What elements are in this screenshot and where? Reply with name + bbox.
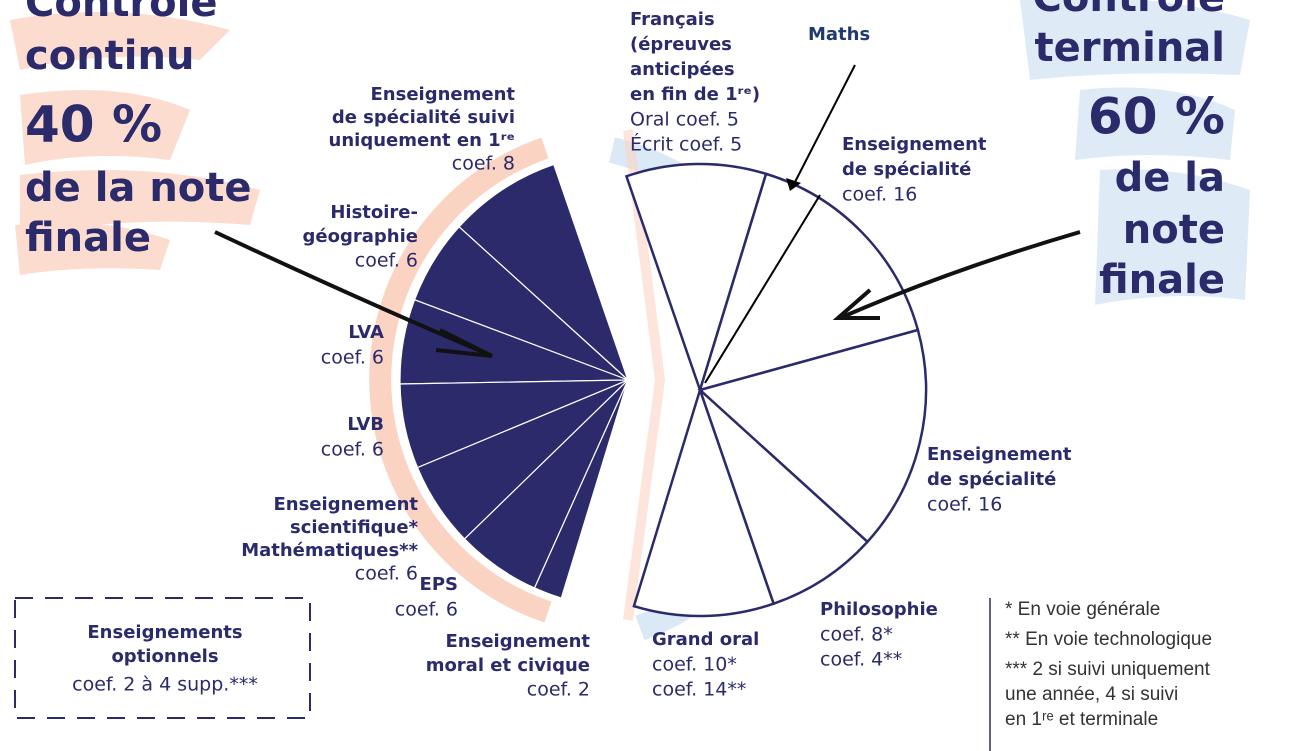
coef-label: coef. 6	[395, 599, 458, 621]
coef-label: coef. 16	[927, 494, 1002, 516]
coef-label: coef. 6	[355, 563, 418, 585]
slice-name: Enseignement	[842, 134, 987, 155]
slice-name: Mathématiques**	[241, 540, 418, 561]
footnote: en 1ʳᵉ et terminale	[1005, 709, 1158, 730]
slice-name: Enseignement	[371, 84, 516, 105]
slice-name: Enseignement	[274, 494, 419, 515]
title-line: 60 %	[1088, 88, 1225, 146]
slice-name: de spécialité	[842, 159, 971, 180]
slice-name: (épreuves	[630, 34, 732, 55]
title-line: Contrôle	[25, 0, 217, 26]
slice-name: Histoire-	[330, 202, 418, 223]
slice-name: anticipées	[630, 59, 735, 80]
coef-label: coef. 6	[321, 347, 384, 369]
footnote: une année, 4 si suivi	[1005, 684, 1178, 705]
slice-name: scientifique*	[290, 517, 419, 538]
title-line: finale	[1099, 257, 1225, 303]
maths-label: Maths	[808, 24, 870, 45]
footnote: ** En voie technologique	[1005, 629, 1212, 650]
slice-name: LVB	[347, 414, 384, 435]
slice-name: LVA	[348, 322, 384, 343]
title-line: Contrôle	[1033, 0, 1225, 21]
title-line: continu	[25, 33, 194, 79]
coef-label: coef. 10*	[652, 654, 737, 676]
coef-label: coef. 4**	[820, 649, 902, 671]
optional-text: Enseignements	[87, 622, 242, 643]
slice-name: Enseignement	[927, 444, 1072, 465]
slice-name: moral et civique	[426, 655, 590, 676]
infographic: Contrôlecontinu40 %de la notefinaleContr…	[0, 0, 1291, 751]
coef-label: coef. 8*	[820, 624, 893, 646]
slice-name: Enseignement	[446, 631, 591, 652]
slice-name: EPS	[420, 574, 458, 595]
slice-name: uniquement en 1ʳᵉ	[329, 130, 515, 151]
title-line: finale	[25, 215, 151, 261]
coef-label: coef. 8	[452, 153, 515, 175]
title-line: de la	[1115, 155, 1225, 201]
slice-name: de spécialité suivi	[332, 107, 515, 128]
coef-label: Oral coef. 5	[630, 109, 739, 131]
coef-label: coef. 6	[355, 250, 418, 272]
slice-name: Philosophie	[820, 599, 938, 620]
slice-name: géographie	[303, 226, 418, 247]
slice-name: de spécialité	[927, 469, 1056, 490]
title-line: de la note	[25, 165, 252, 211]
coef-label: Écrit coef. 5	[630, 133, 742, 156]
slice-name: Français	[630, 9, 715, 30]
title-line: terminal	[1034, 25, 1225, 71]
slice-name: en fin de 1ʳᵉ)	[630, 84, 760, 105]
optional-text: coef. 2 à 4 supp.***	[72, 674, 258, 696]
footnote: * En voie générale	[1005, 599, 1160, 620]
title-line: note	[1123, 207, 1225, 253]
slice-name: Grand oral	[652, 629, 759, 650]
coef-label: coef. 14**	[652, 679, 746, 701]
coef-label: coef. 16	[842, 184, 917, 206]
optional-text: optionnels	[111, 646, 218, 667]
footnote: *** 2 si suivi uniquement	[1005, 659, 1211, 680]
coef-label: coef. 2	[527, 679, 590, 701]
coef-label: coef. 6	[321, 439, 384, 461]
title-line: 40 %	[25, 96, 162, 154]
